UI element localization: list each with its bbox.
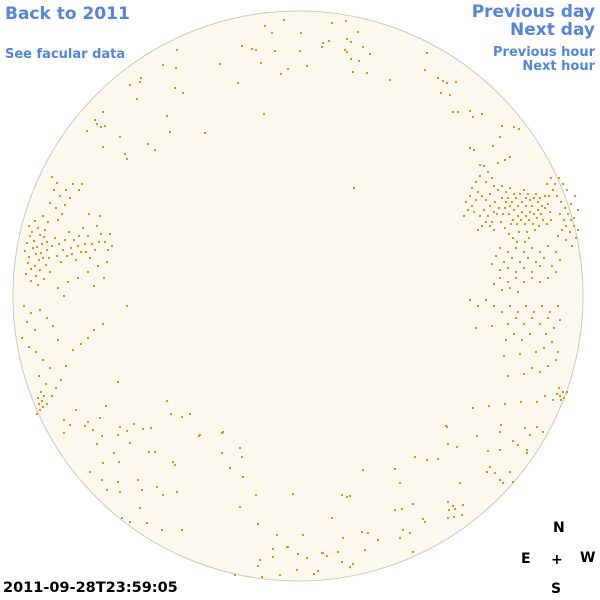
sun-disk <box>12 10 584 582</box>
hour-navigation: Previous hour Next hour <box>493 46 595 73</box>
next-hour-link[interactable]: Next hour <box>522 58 595 74</box>
observation-timestamp: 2011-09-28T23:59:05 <box>3 580 178 596</box>
see-facular-data-link[interactable]: See facular data <box>5 47 126 62</box>
next-day-link[interactable]: Next day <box>510 19 595 40</box>
day-navigation: Previous day Next day <box>471 2 595 40</box>
facular-points <box>21 19 579 578</box>
compass-center-mark: + <box>551 552 563 568</box>
compass-north-label: N <box>553 520 565 536</box>
back-to-year-link[interactable]: Back to 2011 <box>5 4 130 24</box>
previous-day-link[interactable]: Previous day <box>471 2 595 22</box>
compass-south-label: S <box>551 581 562 597</box>
previous-hour-link[interactable]: Previous hour <box>493 45 595 60</box>
compass-east-label: E <box>521 551 531 567</box>
compass-west-label: W <box>580 550 596 566</box>
